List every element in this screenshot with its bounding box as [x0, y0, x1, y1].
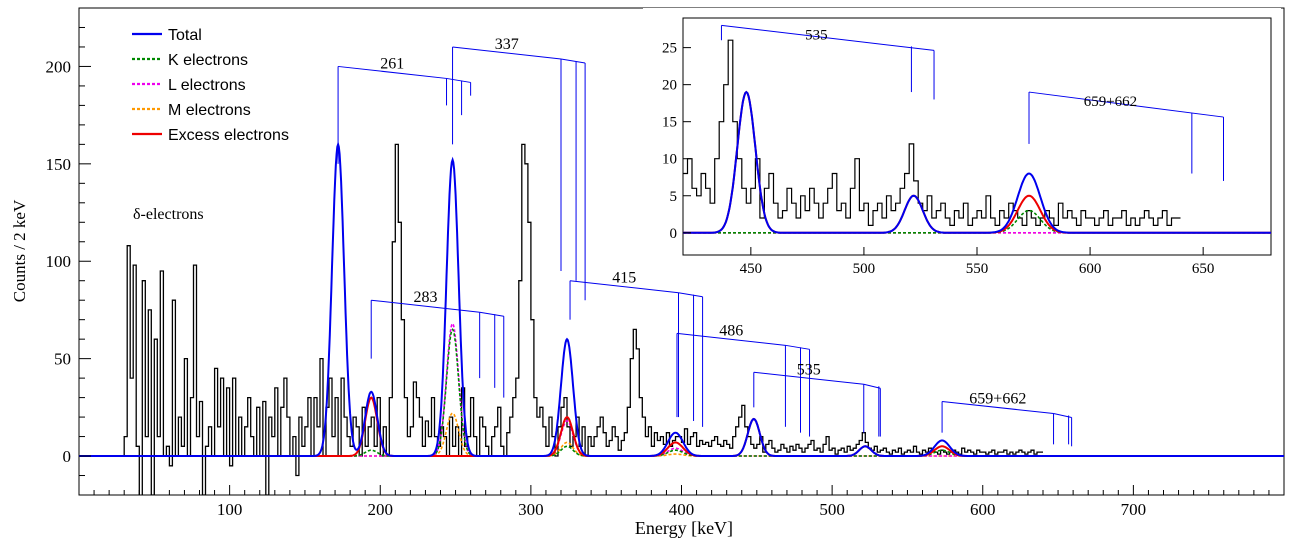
x-tick-label: 300 — [518, 500, 544, 519]
bracket-label: 486 — [719, 322, 743, 339]
inset-bracket-line — [1028, 91, 1224, 118]
inset-plot-data — [683, 39, 1271, 234]
bracket-label: 415 — [612, 270, 636, 287]
inset-x-tick-label: 450 — [740, 261, 763, 277]
inset-plot-axes: 450 500 550 600 650 0 5 10 15 20 25 535 659+662 — [662, 24, 1225, 277]
inset-y-tick-label: 15 — [662, 115, 677, 131]
delta-electrons-annotation: δ-electrons — [133, 206, 204, 223]
inset-x-tick-label: 550 — [966, 261, 989, 277]
x-axis-label: Energy [keV] — [635, 518, 733, 538]
inset-backdrop — [643, 8, 1281, 285]
inset-y-tick-label: 5 — [670, 189, 678, 205]
inset-y-tick-label: 0 — [670, 226, 678, 242]
y-tick-label: 50 — [54, 350, 71, 369]
bracket-top-line — [863, 383, 881, 389]
legend-label: L electrons — [168, 77, 246, 94]
inset-x-tick-label: 650 — [1192, 261, 1215, 277]
y-tick-label: 150 — [46, 155, 72, 174]
bracket-top-line — [678, 292, 703, 298]
bracket-top-line — [452, 46, 562, 60]
y-tick-label: 200 — [46, 57, 72, 76]
bracket-top-line — [942, 400, 1054, 414]
bracket-top-line — [785, 344, 810, 350]
bracket-top-line — [676, 332, 786, 346]
legend-label: Total — [168, 27, 202, 44]
inset-histogram — [683, 39, 1181, 226]
inset-bracket-label: 535 — [805, 27, 828, 43]
inset-x-tick-label: 600 — [1079, 261, 1102, 277]
bracket-top-line — [479, 311, 504, 317]
y-tick-label: 100 — [46, 252, 72, 271]
legend-label: Excess electrons — [168, 127, 289, 144]
inset-x-tick-label: 500 — [853, 261, 876, 277]
x-tick-label: 400 — [669, 500, 695, 519]
x-tick-label: 500 — [819, 500, 845, 519]
x-tick-label: 700 — [1121, 500, 1147, 519]
main-plot-data — [79, 141, 1284, 495]
fit-total-curve — [79, 141, 1284, 457]
bracket-label: 337 — [495, 36, 519, 53]
x-tick-label: 200 — [368, 500, 394, 519]
inset-y-tick-label: 10 — [662, 152, 677, 168]
y-axis-label: Counts / 2 keV — [10, 199, 29, 302]
y-tick-label: 0 — [63, 447, 72, 466]
legend-label: M electrons — [168, 102, 251, 119]
bracket-top-line — [560, 58, 586, 64]
bracket-label: 261 — [380, 55, 404, 72]
bracket-top-line — [446, 77, 471, 83]
inset-fit-total-curve — [683, 90, 1271, 234]
legend: Total K electrons L electrons M electrons Ex… — [132, 27, 289, 144]
bracket-top-line — [338, 65, 447, 79]
bracket-label: 659+662 — [969, 390, 1026, 407]
x-tick-label: 600 — [970, 500, 996, 519]
legend-label: K electrons — [168, 52, 248, 69]
transition-brackets: 261 337 283 415 486 535 659+662 — [337, 36, 1073, 447]
bracket-label: 535 — [797, 361, 821, 378]
inset-bracket-line — [721, 24, 935, 51]
inset-background — [643, 8, 1281, 285]
data-histogram — [123, 143, 1043, 495]
inset-bracket-label: 659+662 — [1084, 94, 1137, 110]
bracket-top-line — [753, 371, 864, 385]
inset-y-tick-label: 25 — [662, 41, 677, 57]
bracket-label: 283 — [413, 289, 437, 306]
x-tick-label: 100 — [217, 500, 243, 519]
inset-y-tick-label: 20 — [662, 78, 677, 94]
bracket-top-line — [569, 280, 679, 294]
bracket-top-line — [371, 299, 480, 313]
